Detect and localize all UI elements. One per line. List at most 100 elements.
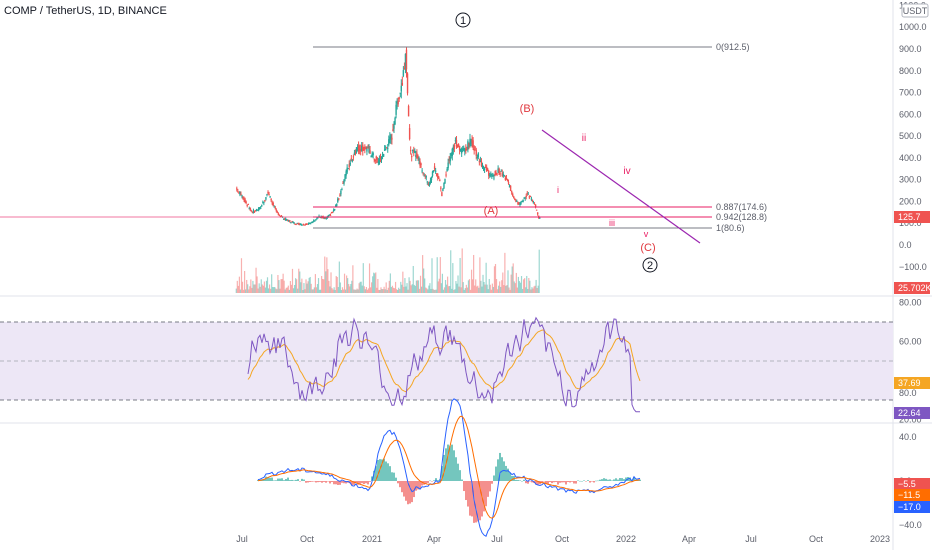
candle-body[interactable] — [277, 213, 280, 216]
candle-body[interactable] — [472, 140, 474, 148]
candle-body[interactable] — [318, 215, 320, 217]
candle-body[interactable] — [342, 182, 344, 184]
candle-body[interactable] — [383, 149, 386, 151]
candle-body[interactable] — [505, 178, 508, 180]
candle-body[interactable] — [485, 166, 488, 172]
candle-body[interactable] — [254, 210, 257, 212]
candle-body[interactable] — [497, 168, 499, 173]
candle-body[interactable] — [265, 197, 267, 200]
candle-body[interactable] — [520, 201, 522, 204]
candle-body[interactable] — [433, 166, 436, 169]
candle-body[interactable] — [450, 153, 452, 156]
candle-body[interactable] — [373, 158, 375, 160]
candle-body[interactable] — [289, 220, 291, 222]
candle-body[interactable] — [299, 224, 302, 226]
candle-body[interactable] — [304, 223, 307, 225]
candle-body[interactable] — [366, 149, 368, 152]
wave-label[interactable]: (A) — [484, 205, 499, 217]
candle-body[interactable] — [317, 217, 319, 219]
candle-body[interactable] — [286, 219, 288, 221]
candle-body[interactable] — [392, 129, 394, 132]
candle-body[interactable] — [481, 165, 484, 167]
candle-body[interactable] — [531, 199, 534, 201]
candle-body[interactable] — [514, 198, 516, 200]
candle-body[interactable] — [501, 172, 503, 177]
candle-body[interactable] — [397, 100, 399, 105]
candle-body[interactable] — [264, 200, 266, 202]
candle-body[interactable] — [390, 135, 392, 140]
candle-body[interactable] — [376, 158, 379, 160]
candle-body[interactable] — [244, 199, 246, 203]
candle-body[interactable] — [521, 200, 523, 203]
candle-body[interactable] — [310, 222, 312, 224]
candle-body[interactable] — [307, 223, 310, 225]
wave-label[interactable]: ii — [582, 133, 586, 144]
wave-label[interactable]: v — [644, 229, 649, 239]
candle-body[interactable] — [464, 148, 466, 152]
candle-body[interactable] — [394, 118, 396, 125]
candle-body[interactable] — [428, 183, 431, 186]
candle-body[interactable] — [325, 218, 328, 220]
wave-label[interactable]: i — [557, 185, 559, 195]
candle-body[interactable] — [490, 174, 492, 176]
candle-body[interactable] — [432, 170, 435, 173]
candle-body[interactable] — [445, 174, 447, 176]
candle-body[interactable] — [258, 207, 261, 210]
candle-body[interactable] — [416, 152, 418, 159]
candle-body[interactable] — [448, 159, 450, 161]
candle-body[interactable] — [406, 73, 409, 94]
candle-body[interactable] — [478, 161, 481, 163]
candle-body[interactable] — [308, 222, 311, 224]
candle-body[interactable] — [246, 204, 248, 206]
candle-body[interactable] — [370, 156, 372, 158]
candle-body[interactable] — [242, 196, 244, 200]
candle-body[interactable] — [274, 207, 277, 209]
candle-body[interactable] — [413, 150, 415, 152]
candle-body[interactable] — [466, 146, 468, 149]
candle-body[interactable] — [340, 190, 342, 195]
candle-body[interactable] — [288, 220, 290, 222]
candle-body[interactable] — [473, 148, 475, 151]
candle-body[interactable] — [316, 217, 318, 220]
candle-body[interactable] — [407, 106, 410, 117]
candle-body[interactable] — [449, 156, 451, 162]
candle-body[interactable] — [347, 168, 349, 170]
candle-body[interactable] — [529, 196, 532, 198]
candle-body[interactable] — [367, 147, 369, 149]
candle-body[interactable] — [517, 202, 519, 204]
candle-body[interactable] — [298, 223, 300, 225]
candle-body[interactable] — [352, 156, 355, 158]
candle-body[interactable] — [496, 173, 498, 175]
candle-body[interactable] — [356, 148, 359, 150]
candle-body[interactable] — [443, 182, 445, 189]
candle-body[interactable] — [534, 204, 537, 207]
candle-body[interactable] — [239, 191, 241, 195]
candle-body[interactable] — [477, 153, 480, 158]
candle-body[interactable] — [400, 85, 402, 92]
candle-body[interactable] — [372, 153, 374, 156]
candle-body[interactable] — [327, 215, 330, 218]
candle-body[interactable] — [479, 160, 482, 162]
candle-body[interactable] — [348, 164, 350, 167]
wave-label[interactable]: 1 — [460, 15, 466, 27]
candle-body[interactable] — [313, 219, 315, 222]
candle-body[interactable] — [381, 154, 384, 156]
candle-body[interactable] — [236, 188, 238, 190]
candle-body[interactable] — [250, 210, 253, 212]
candle-body[interactable] — [430, 176, 433, 181]
candle-body[interactable] — [312, 221, 314, 223]
candle-body[interactable] — [462, 149, 464, 151]
candle-body[interactable] — [290, 222, 292, 224]
candle-body[interactable] — [341, 189, 343, 191]
wave-label[interactable]: (C) — [640, 242, 655, 254]
candle-body[interactable] — [439, 179, 441, 181]
candle-body[interactable] — [270, 199, 272, 201]
candle-body[interactable] — [488, 171, 490, 176]
currency-tag[interactable] — [901, 3, 929, 18]
candle-body[interactable] — [272, 202, 274, 207]
candle-body[interactable] — [243, 198, 245, 201]
candle-body[interactable] — [387, 147, 389, 150]
candle-body[interactable] — [262, 202, 264, 204]
candle-body[interactable] — [297, 223, 299, 225]
